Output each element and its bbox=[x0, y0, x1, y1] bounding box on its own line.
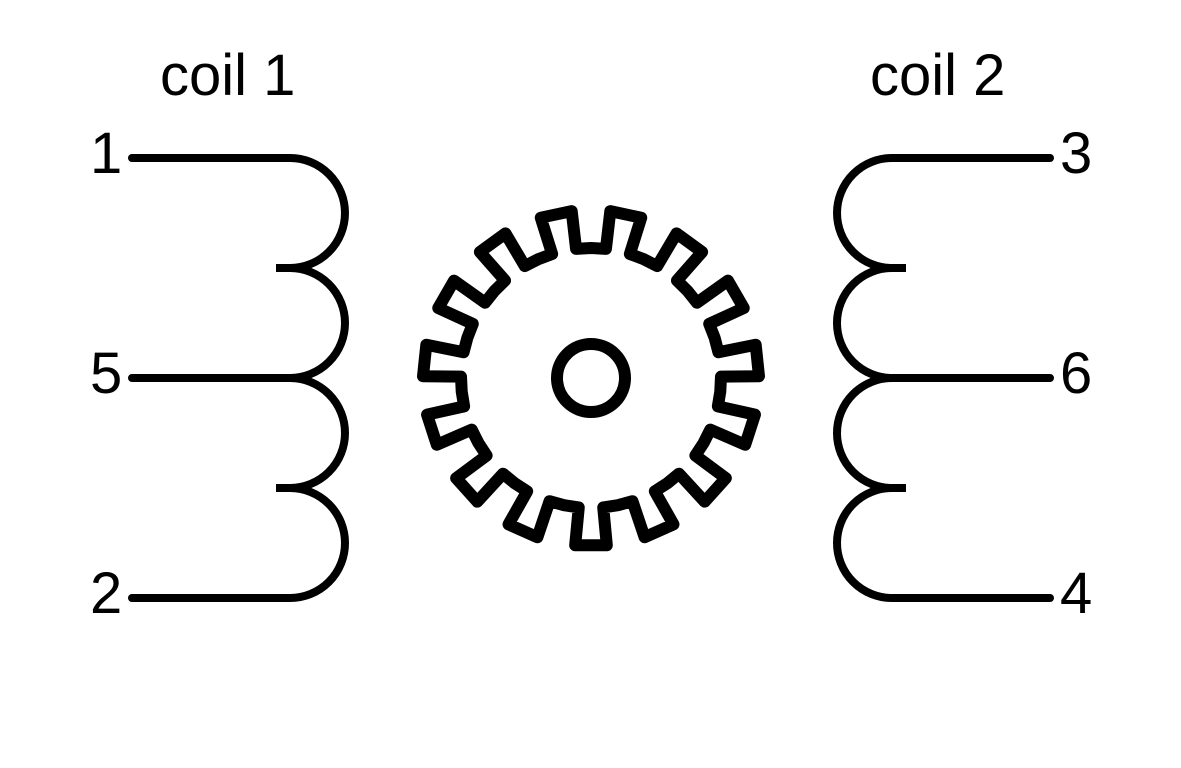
pin-6-label: 6 bbox=[1060, 340, 1092, 407]
pin-4-label: 4 bbox=[1060, 560, 1092, 627]
coil2-title: coil 2 bbox=[870, 42, 1005, 109]
pin-5-label: 5 bbox=[90, 340, 122, 407]
pin-2-label: 2 bbox=[90, 560, 122, 627]
coil1-title: coil 1 bbox=[160, 42, 295, 109]
coil-2 bbox=[837, 158, 1050, 598]
pin-1-label: 1 bbox=[90, 120, 122, 187]
stepper-motor-diagram bbox=[0, 0, 1181, 768]
pin-3-label: 3 bbox=[1060, 120, 1092, 187]
gear-icon bbox=[423, 211, 759, 545]
gear-center-hole bbox=[557, 344, 625, 412]
coil-1 bbox=[132, 158, 345, 598]
